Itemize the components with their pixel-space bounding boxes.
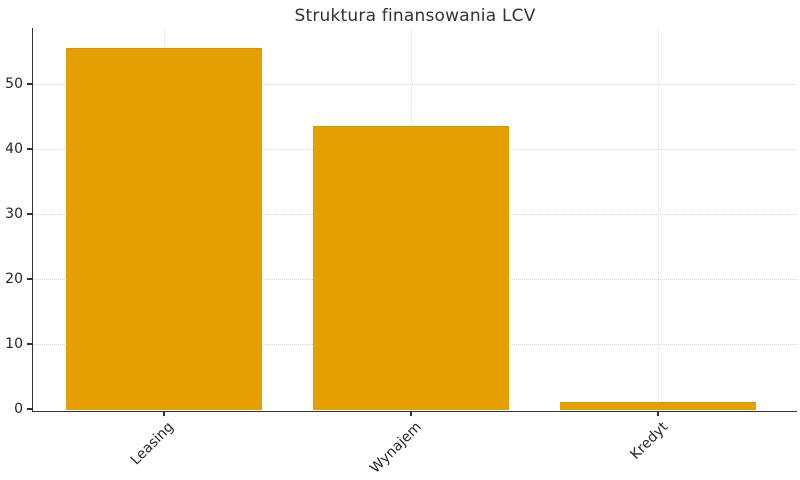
y-axis-tick-label: 50 [5,75,23,92]
y-axis-tick-label: 20 [5,270,23,287]
y-axis-tick-label: 0 [14,401,23,417]
bar [560,402,756,410]
y-axis-tick [27,343,32,345]
y-axis-tick-label: 10 [5,335,23,352]
chart-title: Struktura finansowania LCV [294,6,536,26]
y-axis-tick [27,148,32,150]
grid-line-vertical [658,28,659,411]
x-axis-tick [410,410,412,416]
y-axis-tick [27,408,32,410]
bar [66,48,262,410]
bar [313,126,509,410]
x-axis-tick-label-text: Kredyt [627,419,672,463]
x-axis-tick [657,410,659,416]
y-axis-tick [27,213,32,215]
x-axis-tick-label-text: Leasing [128,419,178,469]
y-axis-tick-label: 40 [5,140,23,157]
y-axis-tick-label: 30 [5,205,23,222]
x-axis-tick [163,410,165,416]
plot-area: 0 10 20 30 40 50 Leasing Wynajem Kredyt [5,28,797,477]
grid-line-horizontal [33,83,797,85]
y-axis-tick [27,83,32,85]
x-axis-tick-label-text: Wynajem [366,419,425,477]
y-axis-tick [27,278,32,280]
